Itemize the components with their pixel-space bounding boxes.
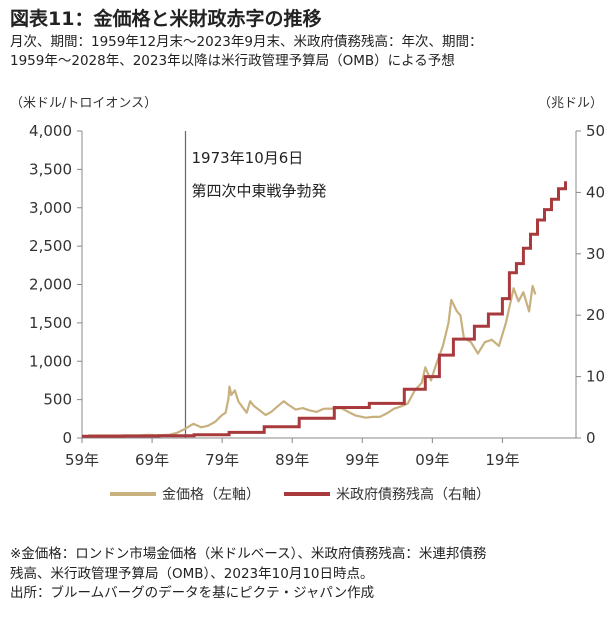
x-tick-label: 99年 <box>345 451 379 469</box>
left-tick-label: 2,000 <box>29 276 72 294</box>
legend-swatch-debt <box>284 492 330 496</box>
right-tick-label: 40 <box>586 183 605 201</box>
left-tick-label: 3,500 <box>29 160 72 178</box>
event-annotation-text: 第四次中東戦争勃発 <box>191 182 326 200</box>
x-tick-label: 89年 <box>275 451 309 469</box>
debt-line <box>82 181 567 438</box>
x-tick-label: 19年 <box>485 451 519 469</box>
right-tick-label: 50 <box>586 122 605 140</box>
line-chart: 05001,0001,5002,0002,5003,0003,5004,0000… <box>29 122 605 469</box>
footnote-line-3: 出所：ブルームバーグのデータを基にピクテ・ジャパン作成 <box>10 585 375 601</box>
x-tick-label: 79年 <box>205 451 239 469</box>
legend-item-debt: 米政府債務残高（右軸） <box>284 484 490 504</box>
left-tick-label: 2,500 <box>29 237 72 255</box>
legend-swatch-gold <box>110 492 156 496</box>
left-axis-unit: （米ドル/トロイオンス） <box>10 96 158 111</box>
left-tick-label: 1,000 <box>29 352 72 370</box>
chart-subtitle: 月次、期間：1959年12月末～2023年9月末、米政府債務残高：年次、期間： … <box>10 33 610 71</box>
left-tick-label: 1,500 <box>29 314 72 332</box>
gold-price-line <box>88 284 537 437</box>
footnote: ※金価格：ロンドン市場金価格（米ドルベース）、米政府債務残高：米連邦債務 残高、… <box>10 545 610 604</box>
right-tick-label: 0 <box>586 429 596 447</box>
footnote-line-2: 残高、米行政管理予算局（OMB）、2023年10月10日時点。 <box>10 565 374 582</box>
x-tick-label: 09年 <box>415 451 449 469</box>
event-annotation-date: 1973年10月6日 <box>191 149 303 167</box>
left-tick-label: 0 <box>62 429 72 447</box>
right-axis-unit: （兆ドル） <box>538 96 604 111</box>
chart-title: 図表11：金価格と米財政赤字の推移 <box>10 8 322 30</box>
legend-label-gold: 金価格（左軸） <box>162 487 260 503</box>
right-tick-label: 30 <box>586 245 605 263</box>
legend-item-gold: 金価格（左軸） <box>110 484 260 504</box>
left-tick-label: 3,000 <box>29 199 72 217</box>
footnote-line-1: ※金価格：ロンドン市場金価格（米ドルベース）、米政府債務残高：米連邦債務 <box>10 546 487 562</box>
left-tick-label: 4,000 <box>29 122 72 140</box>
right-tick-label: 10 <box>586 368 605 386</box>
x-tick-label: 69年 <box>135 451 169 469</box>
chart-legend: 金価格（左軸） 米政府債務残高（右軸） <box>110 484 514 504</box>
left-tick-label: 500 <box>43 391 72 409</box>
legend-label-debt: 米政府債務残高（右軸） <box>336 487 490 503</box>
right-tick-label: 20 <box>586 306 605 324</box>
subtitle-line-2: 1959年～2028年、2023年以降は米行政管理予算局（OMB）による予想 <box>10 53 455 69</box>
subtitle-line-1: 月次、期間：1959年12月末～2023年9月末、米政府債務残高：年次、期間： <box>10 34 483 50</box>
x-tick-label: 59年 <box>65 451 99 469</box>
